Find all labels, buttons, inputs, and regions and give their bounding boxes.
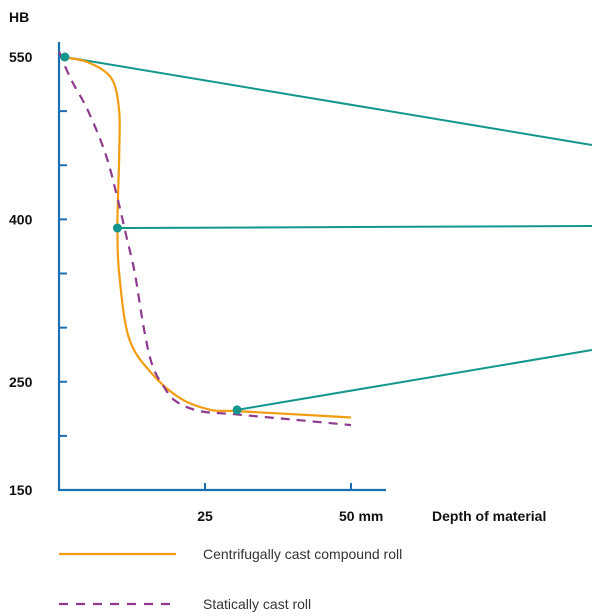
callout-line-1 <box>64 56 592 146</box>
series-lines <box>57 51 352 427</box>
y-tick-label-150: 150 <box>9 482 33 498</box>
legend-label-centrifugal: Centrifugally cast compound roll <box>203 546 402 562</box>
x-tick-labels: 25 50 mm <box>197 508 383 524</box>
x-axis-label: Depth of material <box>432 508 546 524</box>
callout-point-2 <box>112 223 122 233</box>
axes <box>57 42 386 492</box>
legend-label-static: Statically cast roll <box>203 596 311 612</box>
x-tick-label-50: 50 mm <box>339 508 383 524</box>
callout-point-1 <box>60 52 70 62</box>
callout-lines <box>64 56 592 411</box>
y-axis-label: HB <box>9 9 29 25</box>
legend: Centrifugally cast compound roll Statica… <box>59 546 402 612</box>
y-tick-labels: 150 250 400 550 <box>9 49 33 498</box>
y-ticks <box>59 56 67 491</box>
y-tick-label-250: 250 <box>9 374 33 390</box>
x-tick-label-25: 25 <box>197 508 213 524</box>
callout-line-3 <box>236 349 592 411</box>
callout-points <box>60 52 242 415</box>
callout-point-3 <box>232 405 242 415</box>
callout-line-2 <box>117 225 592 230</box>
y-tick-label-400: 400 <box>9 211 33 227</box>
series-static-line <box>57 51 352 427</box>
series-centrifugal-line <box>61 55 352 419</box>
x-ticks <box>204 483 352 490</box>
y-tick-label-550: 550 <box>9 49 33 65</box>
